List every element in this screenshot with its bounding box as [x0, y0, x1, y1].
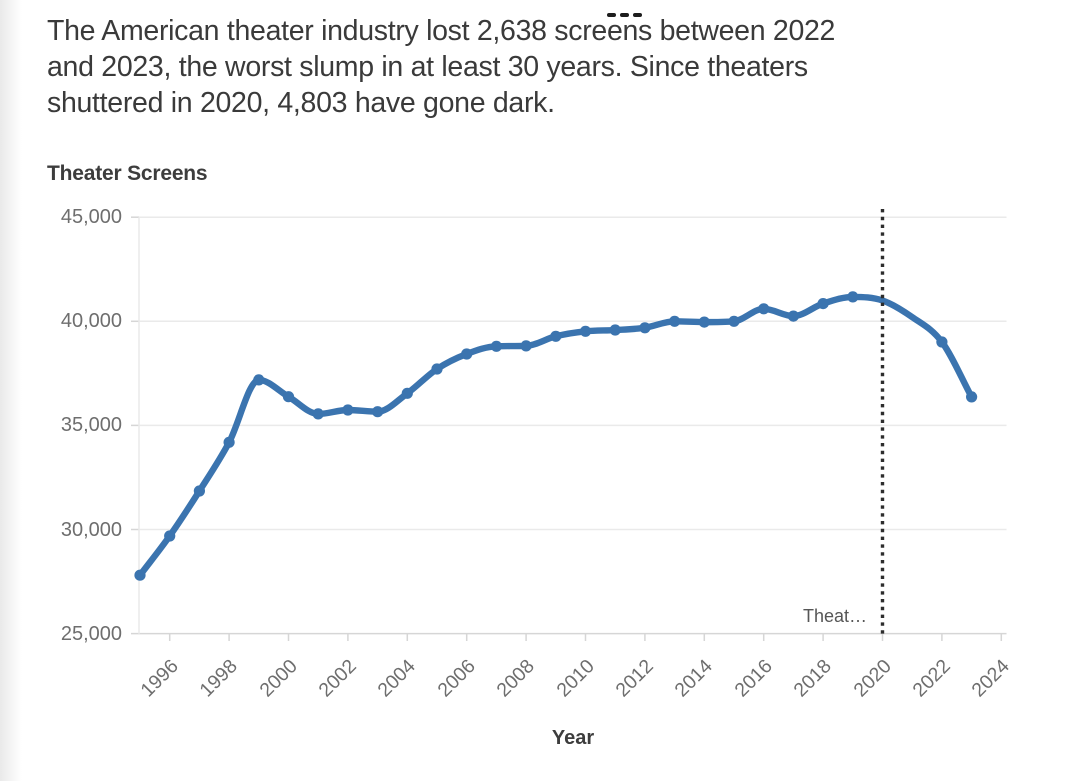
data-point-marker — [669, 315, 681, 327]
data-point-marker — [817, 298, 829, 310]
clipped-glyph-mark — [633, 13, 642, 17]
annotation-label: Theat… — [802, 606, 867, 626]
y-tick-label: 30,000 — [60, 518, 122, 541]
data-point-marker — [490, 340, 502, 352]
data-point-marker — [431, 363, 443, 375]
data-point-marker — [787, 310, 800, 322]
data-point-marker — [401, 387, 413, 399]
data-point-marker — [847, 291, 859, 303]
data-point-marker — [253, 374, 265, 386]
clipped-glyph-mark — [607, 13, 616, 17]
data-point-marker — [758, 303, 770, 315]
article-subtitle: The American theater industry lost 2,638… — [47, 13, 1037, 121]
subtitle-line: The American theater industry lost 2,638… — [47, 15, 836, 47]
y-tick-label: 45,000 — [60, 206, 122, 229]
data-point-marker — [134, 569, 146, 581]
data-point-marker — [966, 391, 978, 403]
x-axis-title: Year — [551, 727, 595, 749]
data-point-marker — [193, 485, 205, 497]
y-tick-label: 25,000 — [60, 622, 122, 645]
subtitle-line: shuttered in 2020, 4,803 have gone dark. — [47, 87, 555, 119]
data-point-marker — [372, 406, 384, 418]
chart-title: Theater Screens — [47, 162, 208, 185]
y-tick-label: 35,000 — [60, 414, 122, 437]
data-point-marker — [520, 340, 532, 352]
data-point-marker — [164, 530, 176, 542]
data-point-marker — [639, 322, 651, 334]
data-point-marker — [579, 325, 592, 337]
data-point-marker — [461, 348, 473, 360]
data-point-marker — [698, 316, 710, 328]
y-tick-label: 40,000 — [60, 310, 122, 333]
data-point-marker — [282, 391, 295, 403]
data-point-marker — [936, 336, 948, 348]
data-point-marker — [550, 330, 562, 342]
data-point-marker — [609, 324, 621, 336]
data-point-marker — [728, 315, 740, 327]
clipped-glyph-mark — [620, 13, 629, 17]
data-point-marker — [223, 436, 235, 448]
data-point-marker — [342, 404, 354, 416]
data-point-marker — [312, 408, 324, 420]
subtitle-line: and 2023, the worst slump in at least 30… — [47, 51, 808, 83]
page-edge-shadow — [0, 0, 22, 781]
